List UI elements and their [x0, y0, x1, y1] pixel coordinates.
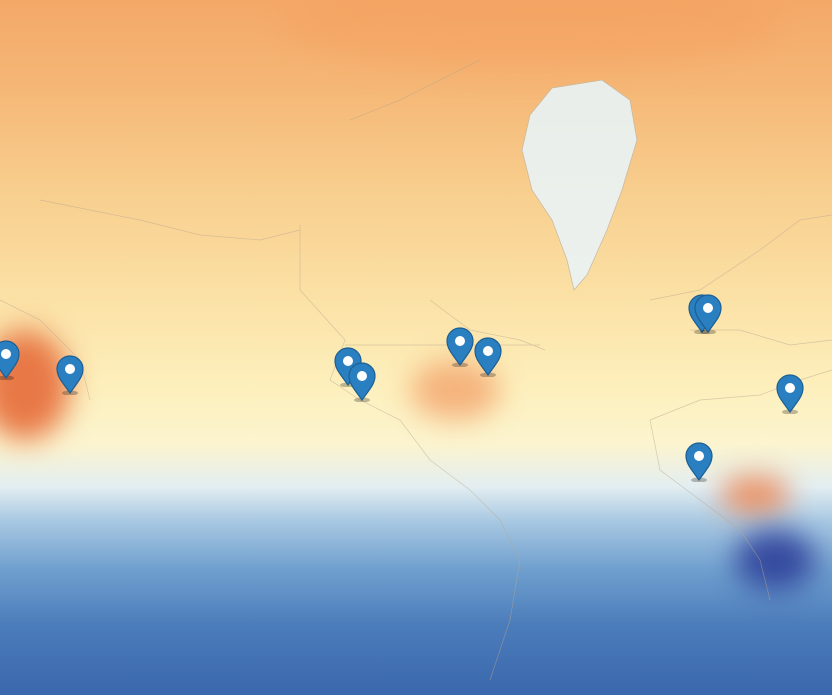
- map-pin-icon: [348, 362, 376, 402]
- cold-spot-southern-africa: [735, 530, 815, 590]
- map-marker[interactable]: [473, 337, 503, 377]
- map-marker[interactable]: [693, 294, 723, 334]
- map-pin-icon: [446, 327, 474, 367]
- map-marker[interactable]: [684, 442, 714, 482]
- map-marker[interactable]: [445, 327, 475, 367]
- map-pin-icon: [56, 355, 84, 395]
- map-marker[interactable]: [0, 340, 21, 380]
- map-pin-icon: [694, 294, 722, 334]
- map-marker[interactable]: [775, 374, 805, 414]
- map-pin-icon: [776, 374, 804, 414]
- arctic-region: [280, 0, 780, 70]
- map-marker[interactable]: [347, 362, 377, 402]
- greenland-ice: [521, 80, 638, 290]
- map-marker[interactable]: [55, 355, 85, 395]
- map-pin-icon: [685, 442, 713, 482]
- map-pin-icon: [474, 337, 502, 377]
- hot-spot-africa: [720, 475, 790, 515]
- map-pin-icon: [0, 340, 20, 380]
